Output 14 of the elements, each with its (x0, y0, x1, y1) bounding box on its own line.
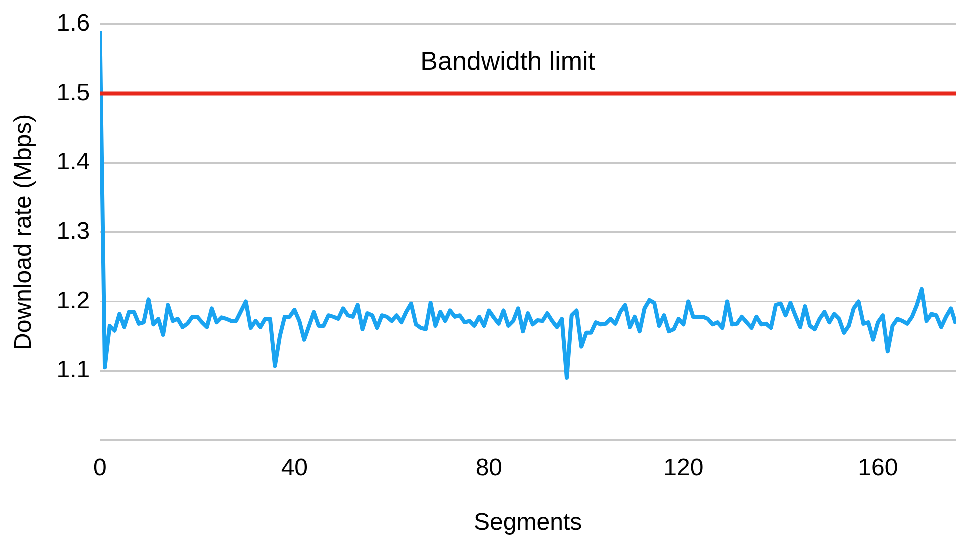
y-tick-label: 1.3 (56, 218, 90, 246)
x-tick-label: 120 (664, 454, 704, 482)
x-tick-label: 80 (476, 454, 503, 482)
y-tick-label: 1.2 (56, 287, 90, 314)
y-tick-label: 1.4 (56, 148, 90, 176)
ref-line-label: Bandwidth limit (420, 46, 596, 76)
x-tick-label: 0 (93, 454, 107, 482)
x-tick-label: 160 (858, 454, 898, 482)
y-tick-label: 1.1 (56, 356, 90, 384)
y-axis-title: Download rate (Mbps) (10, 114, 38, 350)
x-tick-label: 40 (281, 454, 308, 482)
y-tick-label: 1.6 (56, 10, 90, 38)
x-axis-title: Segments (474, 509, 582, 536)
y-tick-label: 1.5 (56, 79, 90, 106)
